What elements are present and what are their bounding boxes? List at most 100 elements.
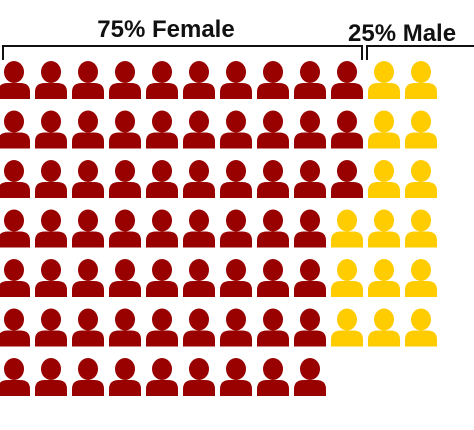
person-icon-female [220, 160, 252, 198]
person-icon-body [368, 83, 400, 99]
person-icon-head [78, 259, 98, 281]
person-icon-head [4, 259, 24, 281]
person-icon-female [109, 259, 141, 297]
person-icon-body [331, 83, 363, 99]
person-icon-head [226, 358, 246, 380]
person-icon-body [109, 231, 141, 248]
person-icon-head [300, 110, 320, 133]
person-icon-female [146, 110, 178, 149]
person-icon-female [0, 110, 30, 149]
person-icon-body [35, 281, 67, 297]
person-icon-body [0, 182, 30, 198]
person-icon-female [109, 358, 141, 396]
person-icon-female [35, 308, 67, 347]
person-icon-female [35, 358, 67, 396]
person-icon-head [263, 61, 283, 83]
person-icon-body [109, 380, 141, 396]
person-icon-head [263, 259, 283, 281]
person-icon-head [152, 110, 172, 133]
person-icon-body [183, 330, 215, 347]
person-icon-head [78, 160, 98, 182]
person-icon-female [294, 209, 326, 248]
person-icon-female [257, 358, 289, 396]
person-icon-head [263, 209, 283, 232]
person-icon-head [300, 209, 320, 232]
person-icon-female [294, 110, 326, 149]
person-icon-head [226, 209, 246, 232]
person-icon-body [183, 132, 215, 149]
person-icon-female [183, 160, 215, 198]
person-icon-head [115, 61, 135, 83]
person-icon-head [226, 61, 246, 83]
person-icon-female [183, 209, 215, 248]
person-icon-male [405, 209, 437, 248]
person-icon-female [331, 61, 363, 99]
person-icon-head [337, 160, 357, 182]
person-icon-body [257, 182, 289, 198]
person-icon-male [405, 160, 437, 198]
person-icon-head [189, 110, 209, 133]
person-icon-female [294, 160, 326, 198]
person-icon-body [109, 132, 141, 149]
person-icon-head [152, 61, 172, 83]
person-icon-body [331, 182, 363, 198]
person-icon-female [220, 110, 252, 149]
icon-grid [0, 61, 437, 396]
person-icon-body [72, 83, 104, 99]
person-icon-female [183, 308, 215, 347]
person-icon-female [35, 160, 67, 198]
person-icon-body [35, 380, 67, 396]
person-icon-head [374, 160, 394, 182]
person-icon-female [257, 61, 289, 99]
person-icon-body [257, 380, 289, 396]
person-icon-head [4, 160, 24, 182]
person-icon-head [189, 61, 209, 83]
person-icon-head [300, 358, 320, 380]
person-icon-head [152, 358, 172, 380]
person-icon-body [183, 281, 215, 297]
person-icon-male [368, 259, 400, 297]
person-icon-head [78, 358, 98, 380]
person-icon-head [4, 308, 24, 331]
person-icon-female [220, 209, 252, 248]
person-icon-body [405, 281, 437, 297]
person-icon-body [331, 281, 363, 297]
person-icon-body [72, 132, 104, 149]
person-icon-female [0, 61, 30, 99]
person-icon-head [78, 209, 98, 232]
person-icon-male [331, 209, 363, 248]
person-icon-male [405, 308, 437, 347]
person-icon-body [405, 231, 437, 248]
person-icon-head [152, 308, 172, 331]
person-icon-male [368, 110, 400, 149]
person-icon-head [300, 160, 320, 182]
person-icon-body [0, 330, 30, 347]
person-icon-female [331, 160, 363, 198]
person-icon-head [411, 209, 431, 232]
person-icon-head [41, 110, 61, 133]
person-icon-female [0, 209, 30, 248]
person-icon-female [109, 110, 141, 149]
person-icon-head [78, 308, 98, 331]
person-icon-female [35, 259, 67, 297]
person-icon-body [0, 83, 30, 99]
person-icon-head [41, 308, 61, 331]
person-icon-body [35, 231, 67, 248]
person-icon-head [189, 209, 209, 232]
person-icon-head [263, 110, 283, 133]
person-icon-female [183, 259, 215, 297]
person-icon-body [368, 281, 400, 297]
person-icon-body [0, 281, 30, 297]
person-icon-body [183, 380, 215, 396]
person-icon-head [4, 358, 24, 380]
person-icon-male [368, 308, 400, 347]
person-icon-female [72, 358, 104, 396]
person-icon-body [220, 132, 252, 149]
person-icon-female [257, 308, 289, 347]
person-icon-female [257, 160, 289, 198]
person-icon-head [41, 160, 61, 182]
person-icon-head [152, 259, 172, 281]
person-icon-body [146, 231, 178, 248]
person-icon-female [109, 308, 141, 347]
person-icon-body [72, 330, 104, 347]
